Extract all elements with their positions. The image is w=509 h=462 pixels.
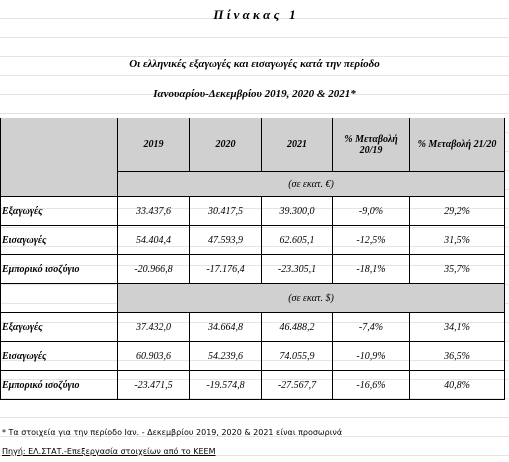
value-cell: 74.055,9 [262,342,333,371]
value-cell: 39.300,0 [262,197,333,226]
value-cell: 29,2% [410,197,505,226]
value-cell: 30.417,5 [190,197,262,226]
value-cell: 47.593,9 [190,226,262,255]
value-cell: -19.574,8 [190,371,262,400]
value-cell: 60.903,6 [118,342,190,371]
value-cell: -23.471,5 [118,371,190,400]
value-cell: 34.664,8 [190,313,262,342]
value-cell: 54.239,6 [190,342,262,371]
column-header: 2021 [262,118,333,172]
footnote: * Τα στοιχεία για την περίοδο Ιαν. - Δεκ… [2,428,343,437]
row-label: Εξαγωγές [0,313,118,342]
column-header: 2020 [190,118,262,172]
row-label: Εξαγωγές [0,197,118,226]
subtitle: Οι ελληνικές εξαγωγές και εισαγωγές κατά… [129,58,380,70]
value-cell: 35,7% [410,255,505,284]
value-cell: -17.176,4 [190,255,262,284]
source: Πηγή: ΕΛ.ΣΤΑΤ.-Επεξεργασία στοιχείων από… [2,447,216,456]
row-label: Εμπορικό ισοζύγιο [0,371,118,400]
unit-row: (σε εκατ. $) [118,284,505,313]
subtitle: Ιανουαρίου-Δεκεμβρίου 2019, 2020 & 2021* [153,88,356,100]
value-cell: -12,5% [333,226,410,255]
value-cell: 62.605,1 [262,226,333,255]
value-cell: 54.404,4 [118,226,190,255]
value-cell: -18,1% [333,255,410,284]
row-label: Εμπορικό ισοζύγιο [0,255,118,284]
unit-row: (σε εκατ. €) [118,172,505,197]
row-label: Εισαγωγές [0,226,118,255]
value-cell: -16,6% [333,371,410,400]
value-cell: -10,9% [333,342,410,371]
column-header: % Μεταβολή 20/19 [333,118,410,172]
table-border [0,118,1,400]
value-cell: -23.305,1 [262,255,333,284]
value-cell: 34,1% [410,313,505,342]
title: Π ί ν α κ α ς 1 [213,7,296,22]
column-header: % Μεταβολή 21/20 [410,118,505,172]
value-cell: -27.567,7 [262,371,333,400]
value-cell: 33.437,6 [118,197,190,226]
value-cell: -9,0% [333,197,410,226]
header-corner [0,118,118,197]
row-label: Εισαγωγές [0,342,118,371]
value-cell: -7,4% [333,313,410,342]
value-cell: -20.966,8 [118,255,190,284]
value-cell: 46.488,2 [262,313,333,342]
value-cell: 31,5% [410,226,505,255]
value-cell: 37.432,0 [118,313,190,342]
blank-cell [0,284,118,313]
value-cell: 40,8% [410,371,505,400]
column-header: 2019 [118,118,190,172]
value-cell: 36,5% [410,342,505,371]
